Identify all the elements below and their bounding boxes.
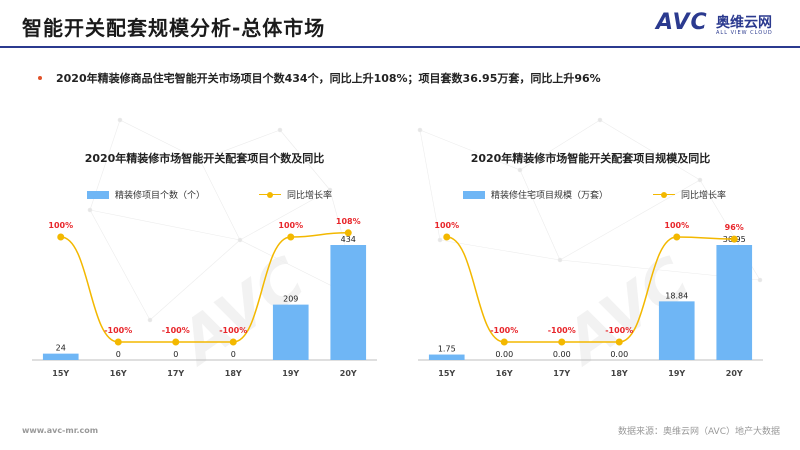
bar bbox=[658, 301, 695, 360]
bar-value-label: 1.75 bbox=[438, 345, 456, 354]
growth-rate-point bbox=[500, 338, 508, 346]
legend-line-label: 同比增长率 bbox=[681, 191, 727, 201]
x-tick-label: 17Y bbox=[167, 369, 184, 378]
bar-value-label: 0.00 bbox=[495, 350, 513, 359]
growth-rate-point bbox=[57, 233, 65, 241]
background-network-pattern: AVC AVC bbox=[87, 117, 763, 380]
legend-item-line: 同比增长率 bbox=[259, 188, 332, 201]
growth-rate-label: -100% bbox=[605, 326, 633, 335]
chart-title: 2020年精装修市场智能开关配套项目个数及同比 bbox=[84, 152, 325, 165]
growth-rate-point bbox=[229, 338, 237, 346]
bar-value-label: 18.84 bbox=[665, 291, 688, 300]
growth-rate-point bbox=[443, 233, 451, 241]
growth-rate-point bbox=[615, 338, 623, 346]
bar-value-label: 0.00 bbox=[553, 350, 571, 359]
growth-rate-point bbox=[730, 235, 738, 243]
x-tick-label: 18Y bbox=[225, 369, 242, 378]
chart-project-count: 2020年精装修市场智能开关配套项目个数及同比 精装修项目个数（个） 同比增长率… bbox=[22, 150, 387, 390]
growth-rate-label: 100% bbox=[434, 221, 459, 230]
growth-rate-label: 108% bbox=[336, 217, 361, 226]
x-tick-label: 19Y bbox=[282, 369, 299, 378]
legend-item-line: 同比增长率 bbox=[653, 188, 726, 201]
bar-value-label: 209 bbox=[283, 295, 298, 304]
growth-rate-point bbox=[114, 338, 122, 346]
logo-cn-text: 奥维云网 bbox=[716, 15, 772, 31]
growth-rate-label: -100% bbox=[490, 326, 518, 335]
bar-value-label: 0.00 bbox=[610, 350, 628, 359]
growth-rate-label: -100% bbox=[219, 326, 247, 335]
logo-sub-text: ALL VIEW CLOUD bbox=[716, 30, 773, 36]
legend-bar-swatch bbox=[463, 190, 485, 199]
bar bbox=[716, 245, 753, 360]
growth-rate-label: 100% bbox=[664, 221, 689, 230]
x-tick-label: 16Y bbox=[110, 369, 127, 378]
bar bbox=[272, 304, 309, 360]
x-tick-label: 16Y bbox=[496, 369, 513, 378]
x-tick-label: 18Y bbox=[611, 369, 628, 378]
x-tick-label: 20Y bbox=[340, 369, 357, 378]
avc-logo: AVC 奥维云网 ALL VIEW CLOUD bbox=[656, 10, 786, 40]
bar bbox=[428, 354, 465, 360]
growth-rate-point bbox=[172, 338, 180, 346]
x-tick-label: 17Y bbox=[553, 369, 570, 378]
x-tick-label: 15Y bbox=[438, 369, 455, 378]
summary-text: 2020年精装修商品住宅智能开关市场项目个数434个，同比上升108%；项目套数… bbox=[56, 72, 601, 85]
x-tick-label: 20Y bbox=[726, 369, 743, 378]
growth-rate-point bbox=[344, 229, 352, 237]
bullet-icon bbox=[38, 76, 42, 80]
growth-rate-point bbox=[673, 233, 681, 241]
growth-rate-label: -100% bbox=[162, 326, 190, 335]
growth-rate-point bbox=[558, 338, 566, 346]
bar-value-label: 0 bbox=[231, 350, 236, 359]
legend-item-bar: 精装修项目个数（个） bbox=[87, 188, 205, 201]
legend-item-bar: 精装修住宅项目规模（万套） bbox=[463, 188, 608, 201]
chart-project-scale: 2020年精装修市场智能开关配套项目规模及同比 精装修住宅项目规模（万套） 同比… bbox=[408, 150, 773, 390]
growth-rate-point bbox=[287, 233, 295, 241]
growth-rate-label: -100% bbox=[548, 326, 576, 335]
chart-plot: 1.7515Y0.0016Y0.0017Y0.0018Y18.8419Y36.9… bbox=[418, 221, 763, 378]
bar bbox=[42, 353, 79, 360]
page-title: 智能开关配套规模分析-总体市场 bbox=[22, 16, 326, 40]
logo-avc-text: AVC bbox=[656, 10, 708, 35]
chart-title: 2020年精装修市场智能开关配套项目规模及同比 bbox=[470, 152, 711, 165]
chart-legend: 精装修项目个数（个） 同比增长率 bbox=[22, 188, 387, 202]
x-tick-label: 15Y bbox=[52, 369, 69, 378]
growth-rate-label: -100% bbox=[104, 326, 132, 335]
growth-rate-label: 96% bbox=[725, 223, 744, 232]
title-divider bbox=[0, 46, 800, 48]
legend-line-swatch bbox=[259, 191, 281, 199]
bar bbox=[330, 245, 367, 360]
legend-bar-label: 精装修项目个数（个） bbox=[115, 191, 206, 201]
legend-bar-swatch bbox=[87, 190, 109, 199]
bar-value-label: 0 bbox=[173, 350, 178, 359]
x-tick-label: 19Y bbox=[668, 369, 685, 378]
title-bar: 智能开关配套规模分析-总体市场 AVC 奥维云网 ALL VIEW CLOUD bbox=[0, 0, 800, 46]
legend-bar-label: 精装修住宅项目规模（万套） bbox=[491, 191, 609, 201]
footer-url: www.avc-mr.com bbox=[22, 426, 99, 435]
legend-line-swatch bbox=[653, 191, 675, 199]
legend-line-label: 同比增长率 bbox=[287, 191, 333, 201]
bar-value-label: 24 bbox=[56, 344, 66, 353]
bar-value-label: 0 bbox=[116, 350, 121, 359]
chart-legend: 精装修住宅项目规模（万套） 同比增长率 bbox=[408, 188, 773, 202]
bar-value-label: 434 bbox=[341, 235, 356, 244]
growth-rate-label: 100% bbox=[48, 221, 73, 230]
footer-source: 数据来源：奥维云网（AVC）地产大数据 bbox=[617, 427, 780, 437]
growth-rate-label: 100% bbox=[278, 221, 303, 230]
chart-plot: 24 15Y 0 16Y 0 17Y 0 18Y 209 19Y 434 20Y 100% -100% -1… bbox=[32, 217, 377, 378]
